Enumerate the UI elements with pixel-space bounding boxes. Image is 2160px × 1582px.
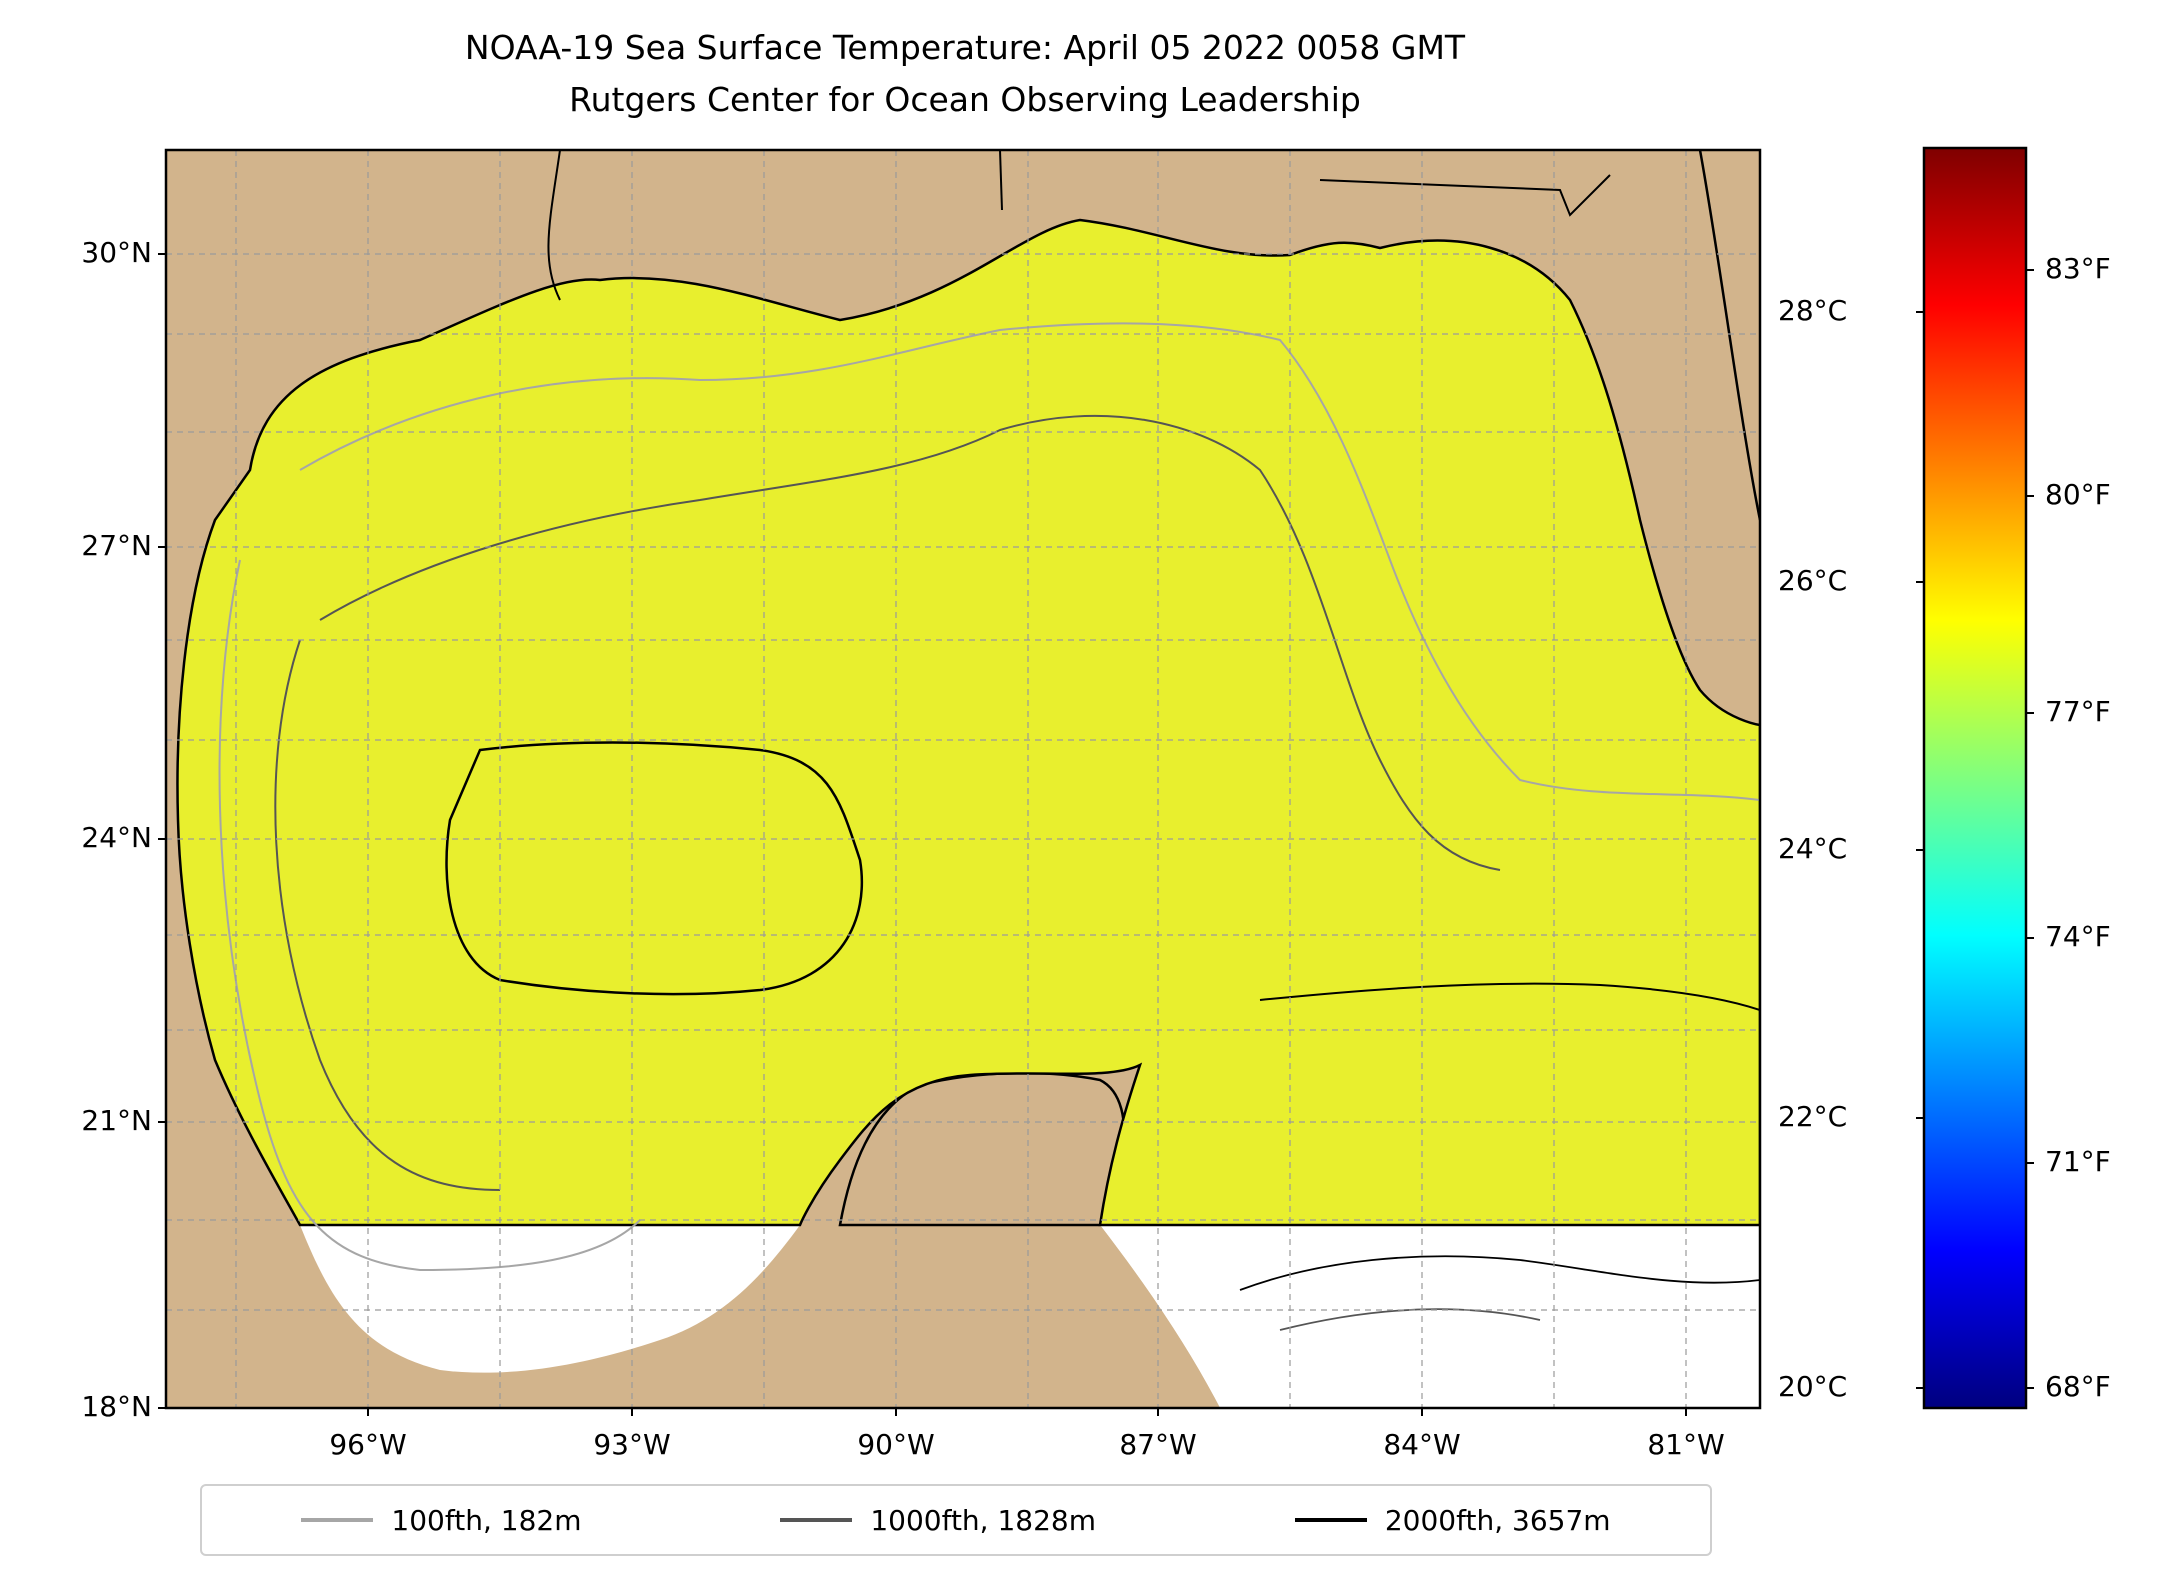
legend-line-2000fth	[1294, 1518, 1367, 1522]
colorbar-label-80f: 80°F	[2045, 478, 2111, 511]
contour-100fth	[299, 322, 1760, 801]
colorbar-label-68f: 68°F	[2045, 1370, 2111, 1403]
legend-item-100fth: 100fth, 182m	[301, 1504, 581, 1537]
contour-1000fth	[319, 414, 1501, 871]
lon-label-90w: 90°W	[857, 1428, 935, 1461]
colorbar	[1922, 146, 2028, 1410]
colorbar-label-74f: 74°F	[2045, 920, 2111, 953]
legend-line-1000fth	[780, 1518, 853, 1522]
colorbar-label-26c: 26°C	[1778, 564, 1848, 597]
colorbar-label-83f: 83°F	[2045, 252, 2111, 285]
legend-item-2000fth: 2000fth, 3657m	[1294, 1503, 1611, 1537]
lat-label-27n: 27°N	[81, 529, 152, 562]
lon-label-96w: 96°W	[329, 1428, 407, 1461]
contour-2000fth	[445, 741, 864, 996]
mexico-land	[166, 1225, 820, 1408]
legend-label: 100fth, 182m	[391, 1503, 582, 1537]
legend-label: 1000fth, 1828m	[870, 1503, 1097, 1537]
graticule	[166, 150, 1760, 1408]
colorbar-label-77f: 77°F	[2045, 695, 2111, 728]
colorbar-label-22c: 22°C	[1778, 1100, 1848, 1133]
colorbar-label-71f: 71°F	[2045, 1145, 2111, 1178]
lat-label-18n: 18°N	[81, 1390, 152, 1423]
legend: 100fth, 182m 1000fth, 1828m 2000fth, 365…	[200, 1484, 1712, 1556]
lat-label-21n: 21°N	[81, 1104, 152, 1137]
legend-label: 2000fth, 3657m	[1384, 1503, 1611, 1537]
lon-label-81w: 81°W	[1647, 1428, 1725, 1461]
lon-label-84w: 84°W	[1383, 1428, 1461, 1461]
lat-label-30n: 30°N	[81, 236, 152, 269]
colorbar-label-24c: 24°C	[1778, 832, 1848, 865]
lat-label-24n: 24°N	[81, 821, 152, 854]
map-subtitle: Rutgers Center for Ocean Observing Leade…	[569, 80, 1361, 119]
lon-label-93w: 93°W	[593, 1428, 671, 1461]
lon-label-87w: 87°W	[1119, 1428, 1197, 1461]
colorbar-label-20c: 20°C	[1778, 1370, 1848, 1403]
map-title: NOAA-19 Sea Surface Temperature: April 0…	[464, 28, 1466, 67]
legend-item-1000fth: 1000fth, 1828m	[780, 1504, 1096, 1537]
colorbar-label-28c: 28°C	[1778, 294, 1848, 327]
legend-line-100fth	[301, 1518, 374, 1522]
